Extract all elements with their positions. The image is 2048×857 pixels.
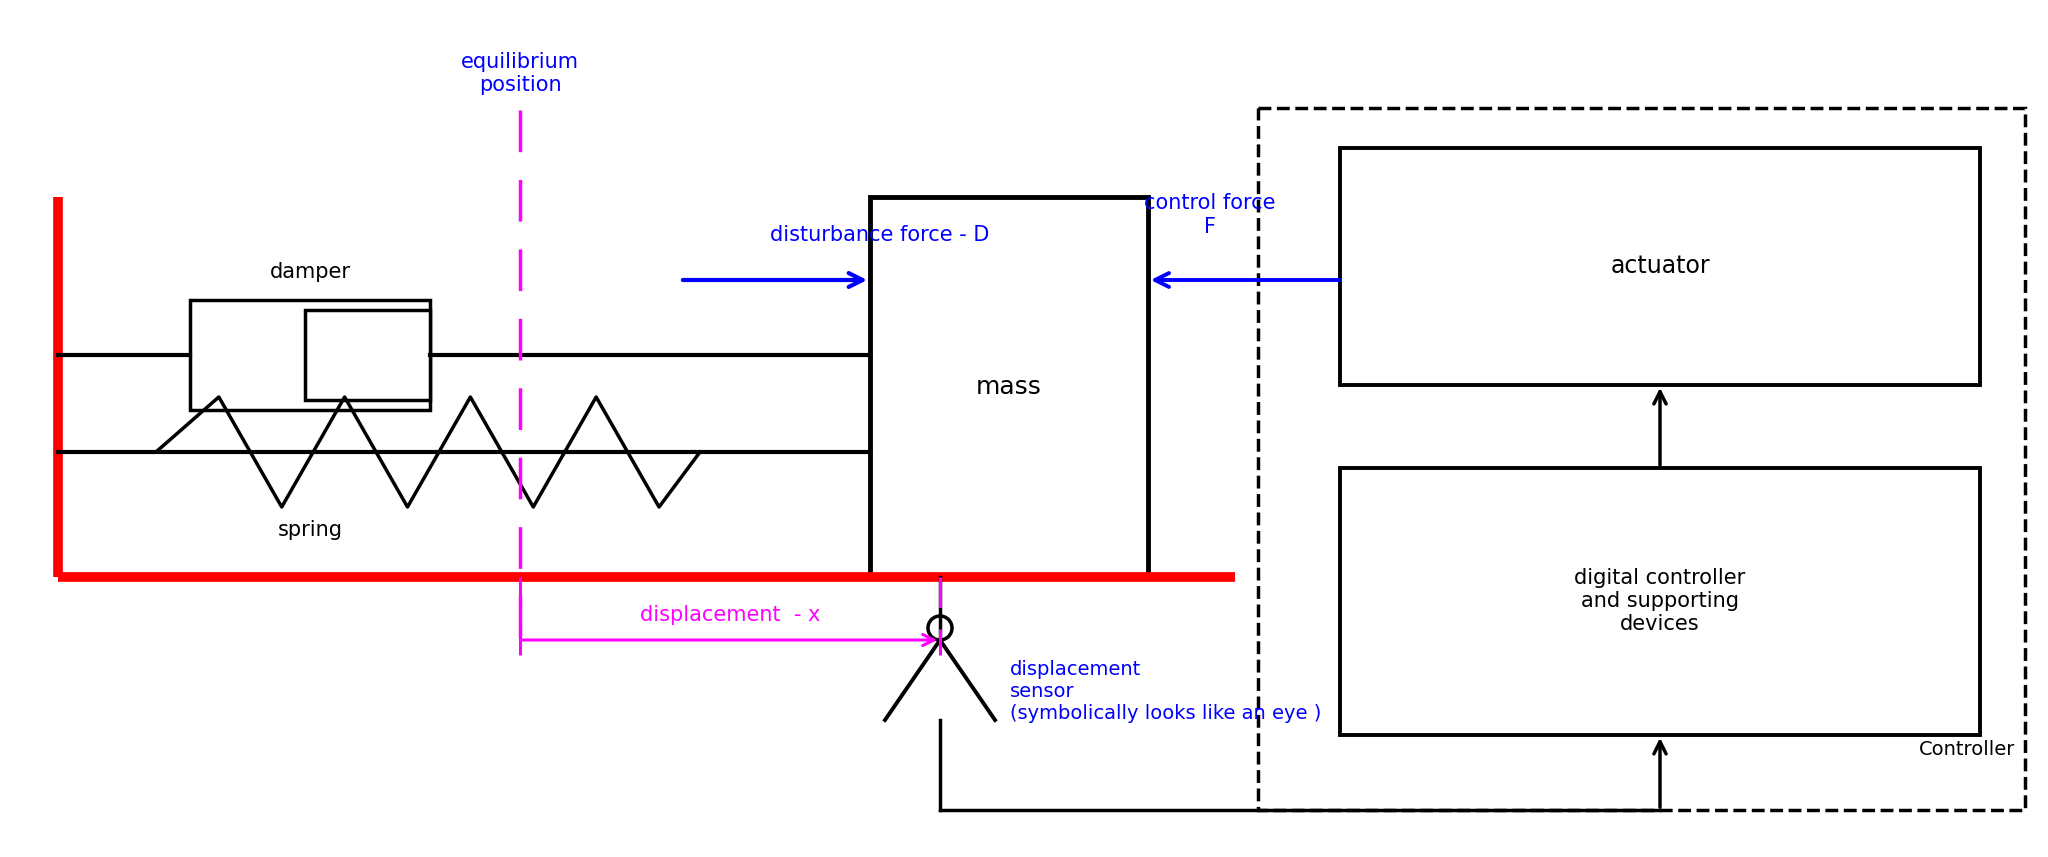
Bar xyxy=(305,310,430,400)
Text: spring: spring xyxy=(276,520,342,540)
Bar xyxy=(1257,108,2025,810)
Bar xyxy=(1339,148,1980,385)
Text: disturbance force - D: disturbance force - D xyxy=(770,225,989,245)
Text: displacement
sensor
(symbolically looks like an eye ): displacement sensor (symbolically looks … xyxy=(1010,660,1321,723)
Bar xyxy=(1339,468,1980,735)
Text: damper: damper xyxy=(270,262,350,282)
Text: displacement  - x: displacement - x xyxy=(639,605,819,625)
Text: Controller: Controller xyxy=(1919,740,2015,759)
Text: control force
F: control force F xyxy=(1145,194,1276,237)
Text: equilibrium
position: equilibrium position xyxy=(461,51,580,95)
Text: mass: mass xyxy=(977,375,1042,399)
Bar xyxy=(190,300,430,410)
Text: digital controller
and supporting
devices: digital controller and supporting device… xyxy=(1575,568,1745,634)
Text: actuator: actuator xyxy=(1610,254,1710,278)
Bar xyxy=(870,197,1149,577)
